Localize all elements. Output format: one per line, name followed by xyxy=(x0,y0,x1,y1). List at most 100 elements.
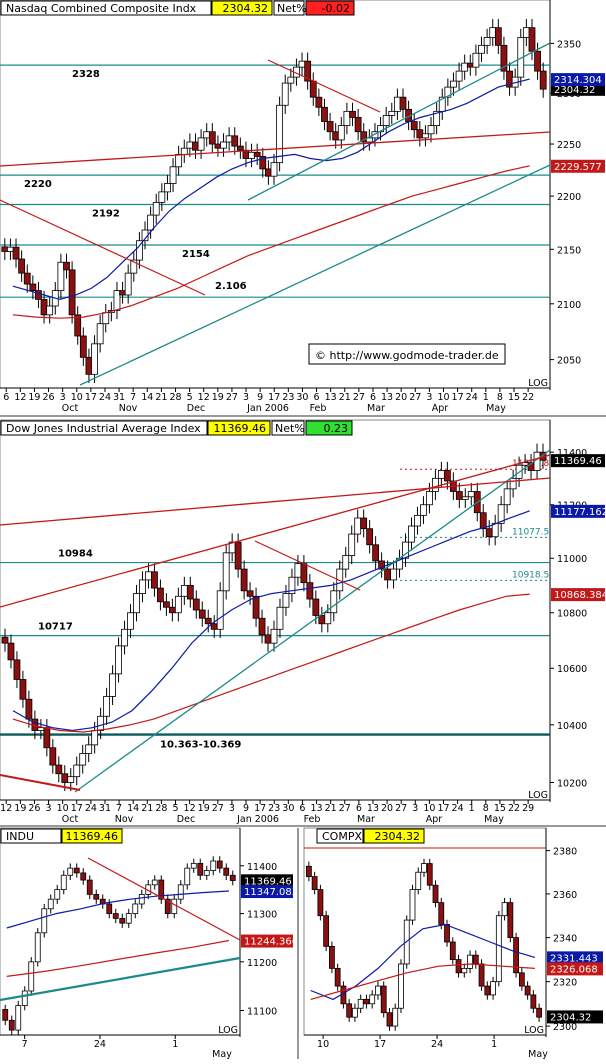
x-tick-label: 1 xyxy=(469,803,475,814)
candle-body xyxy=(332,131,340,141)
ma-tag xyxy=(551,504,605,518)
x-tick-label: 20 xyxy=(395,392,407,403)
level-label-2: 2192 xyxy=(92,209,120,220)
candle-body xyxy=(136,240,143,261)
x-tick-label: 26 xyxy=(28,803,40,814)
candle-body xyxy=(1,636,9,644)
ma-tag xyxy=(241,934,293,948)
candle-body xyxy=(352,1007,358,1018)
candle-body xyxy=(204,617,212,625)
candle-body xyxy=(500,44,508,72)
candle-body xyxy=(177,884,184,900)
candle-body xyxy=(119,917,126,924)
candle-body xyxy=(61,773,69,783)
candle-body xyxy=(113,290,121,311)
trendline xyxy=(0,199,206,296)
net-label-box xyxy=(273,0,305,16)
x-tick-label: 12 xyxy=(0,803,12,814)
x-tick-label: 27 xyxy=(353,392,365,403)
candle-body xyxy=(102,312,110,325)
candle-body xyxy=(132,903,139,914)
candle-body xyxy=(318,615,326,625)
candle-body xyxy=(96,323,104,345)
candle-body xyxy=(507,902,514,938)
y-tick-label: 11300 xyxy=(247,910,277,921)
candle-body xyxy=(130,259,138,274)
candle-body xyxy=(253,151,261,157)
candle-body xyxy=(444,86,452,98)
candle-body xyxy=(54,889,61,900)
candle-body xyxy=(409,889,416,921)
price-tag xyxy=(241,874,293,888)
candle-body xyxy=(91,343,98,375)
x-tick-label: 28 xyxy=(155,803,167,814)
candle-body xyxy=(509,477,517,490)
candle-body xyxy=(416,129,424,139)
y-tick-label: 11400 xyxy=(557,448,587,459)
y-tick-label: 2200 xyxy=(557,192,581,203)
log-label: LOG xyxy=(528,378,548,389)
candle-body xyxy=(169,166,177,184)
candle-body xyxy=(490,981,496,996)
candle-body xyxy=(210,623,218,630)
price-tag-text: 11369.46 xyxy=(244,876,292,887)
candle-body xyxy=(346,1003,353,1018)
candle-body xyxy=(127,612,134,630)
x-tick-label: 19 xyxy=(14,803,26,814)
y-tick-label: 2300 xyxy=(553,1022,577,1033)
x-tick-label: 21 xyxy=(141,803,153,814)
month-label: Dec xyxy=(187,403,205,414)
candle-body xyxy=(47,898,54,910)
candle-body xyxy=(231,135,239,147)
candle-body xyxy=(240,568,248,592)
x-tick-label: 26 xyxy=(43,392,55,403)
candle-body xyxy=(175,153,183,168)
candle-body xyxy=(270,162,278,177)
x-tick-label: 8 xyxy=(497,392,503,403)
candle-body xyxy=(223,867,230,876)
candle-body xyxy=(432,884,439,904)
candle-body xyxy=(85,356,93,375)
candle-body xyxy=(360,517,368,530)
candle-body xyxy=(15,1005,22,1031)
candle-body xyxy=(294,563,302,578)
plot-frame xyxy=(0,827,241,1036)
candle-body xyxy=(7,246,14,252)
candle-body xyxy=(121,628,128,647)
x-tick-label: 24 xyxy=(452,803,464,814)
x-tick-label: 6 xyxy=(3,392,9,403)
y-tick-label: 11000 xyxy=(557,554,587,565)
candle-body xyxy=(74,314,82,337)
log-label: LOG xyxy=(218,1025,238,1036)
candle-body xyxy=(281,82,289,106)
candle-body xyxy=(270,628,278,644)
candle-body xyxy=(524,985,531,996)
x-tick-label: 13 xyxy=(325,392,337,403)
candle-body xyxy=(324,612,332,625)
candle-body xyxy=(306,582,314,600)
dashed-level-label: 10918.5 xyxy=(512,570,549,580)
level-label-0: 2328 xyxy=(72,69,100,80)
y-tick-label: 11100 xyxy=(247,1006,277,1017)
candle-body xyxy=(164,898,171,914)
x-tick-label: 12 xyxy=(14,392,26,403)
candle-body xyxy=(287,76,295,84)
candle-body xyxy=(184,867,191,886)
candle-body xyxy=(433,110,441,127)
candle-body xyxy=(276,606,284,630)
month-label: Feb xyxy=(310,403,327,414)
x-tick-label: 17 xyxy=(71,803,83,814)
candle-body xyxy=(112,913,119,919)
candle-body xyxy=(93,893,100,900)
x-tick-label: 6 xyxy=(370,392,376,403)
candle-body xyxy=(220,141,227,149)
x-tick-label: 1 xyxy=(483,392,489,403)
x-tick-label: 1 xyxy=(491,1039,497,1050)
x-tick-label: 27 xyxy=(212,803,224,814)
candle-body xyxy=(21,990,28,1007)
candle-body xyxy=(518,972,525,987)
value-box xyxy=(363,828,425,844)
candle-body xyxy=(67,776,75,783)
candle-body xyxy=(326,121,334,133)
candle-body xyxy=(501,902,508,917)
